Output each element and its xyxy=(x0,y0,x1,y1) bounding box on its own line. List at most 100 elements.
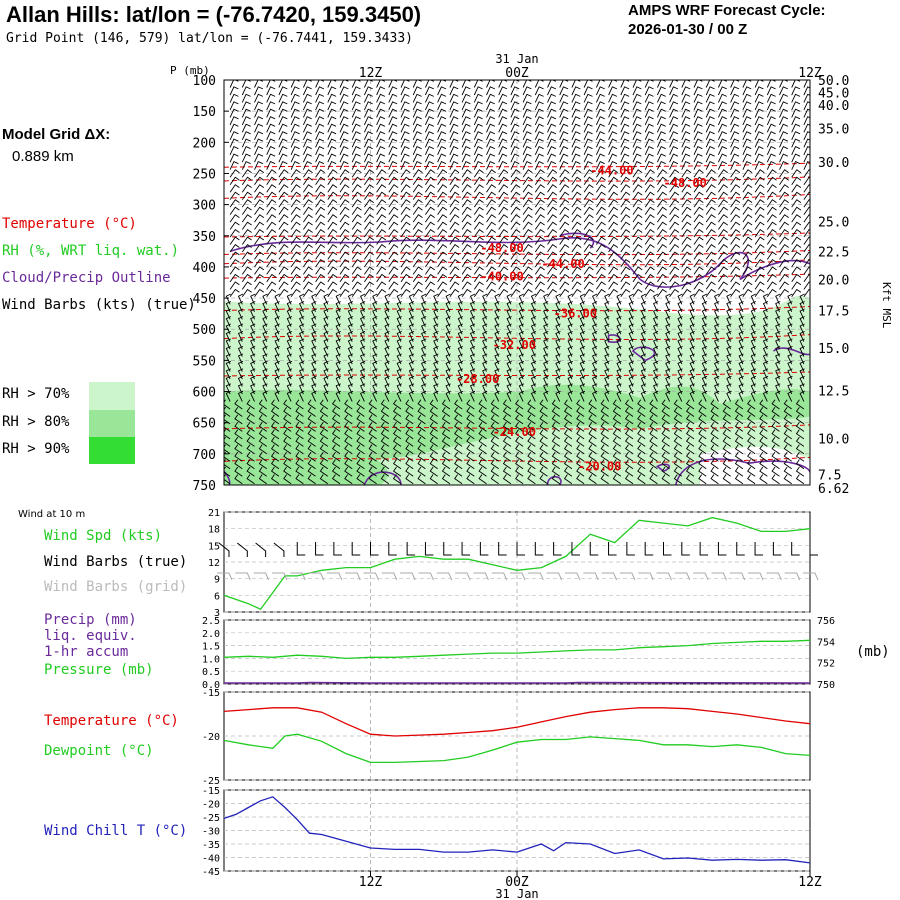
wind-barb xyxy=(295,421,304,432)
wind-barb xyxy=(286,353,293,365)
wind-barb xyxy=(665,323,671,335)
wind-barb xyxy=(632,228,643,238)
wind-barb xyxy=(563,459,573,470)
wind-barb xyxy=(539,444,548,455)
wind-barb xyxy=(400,243,411,253)
wind-barb xyxy=(466,399,475,410)
wind-barb xyxy=(734,474,744,485)
wind-barb xyxy=(339,101,349,111)
wind-barb xyxy=(412,123,422,133)
wind-barb xyxy=(283,444,292,455)
wind-barb xyxy=(311,360,317,372)
wind-barb xyxy=(429,474,438,485)
wind-barb xyxy=(791,258,802,268)
wind-barb xyxy=(579,316,586,327)
wind-barb xyxy=(335,301,341,312)
wind-barb xyxy=(779,123,788,133)
wind-barb xyxy=(608,176,619,185)
wind-barb xyxy=(620,273,631,283)
wind-barb xyxy=(518,308,524,320)
wind-barb xyxy=(555,390,561,402)
wind-barb xyxy=(473,101,483,111)
wind-barb xyxy=(417,399,426,410)
wind-barb xyxy=(547,146,557,155)
wind-barb xyxy=(424,131,434,140)
wind-barb xyxy=(698,414,707,425)
wind-barb xyxy=(657,236,667,245)
wind-barb xyxy=(363,153,373,163)
legend-rh90: RH > 90% xyxy=(2,441,70,457)
wind-barb xyxy=(608,251,619,260)
wind-barb xyxy=(347,330,354,342)
wind-barb xyxy=(327,153,337,163)
wind-barb xyxy=(665,368,671,380)
wind-barb xyxy=(633,80,634,81)
wind-barb xyxy=(705,169,716,178)
wind-barb xyxy=(628,353,634,365)
wind-barb xyxy=(656,138,666,148)
wind-barb xyxy=(791,266,802,275)
wind-barb-grid xyxy=(638,572,654,581)
wind-barb xyxy=(669,243,680,253)
wind-barb xyxy=(510,236,521,245)
wind-barb xyxy=(486,258,496,268)
wind-barb xyxy=(498,191,509,200)
wind-barb xyxy=(421,375,427,387)
wind-barb xyxy=(705,221,716,230)
wind-barb xyxy=(303,199,313,208)
wind-barb xyxy=(779,243,789,253)
wind-barb xyxy=(787,375,793,387)
wind-barb xyxy=(555,345,561,357)
time-tick-label-top: 12Z xyxy=(798,66,822,81)
wind-barb xyxy=(644,153,654,163)
wind-barb-true xyxy=(571,542,580,556)
wind-barb xyxy=(376,243,387,253)
wind-barb xyxy=(747,466,756,477)
wind-barb xyxy=(473,251,484,260)
wind-barb xyxy=(241,288,252,298)
wind-barb xyxy=(522,266,533,275)
wind-barb xyxy=(315,251,326,260)
wind-barb xyxy=(254,206,265,215)
wind-barb xyxy=(457,330,463,342)
wind-barb xyxy=(616,293,622,305)
legend-rh90-swatch xyxy=(89,437,135,464)
wind-barb xyxy=(624,399,634,410)
wind-barb xyxy=(547,138,557,148)
wind-barb-grid xyxy=(418,572,434,581)
wind-barb xyxy=(717,101,727,111)
wind-barb xyxy=(742,169,753,178)
wind-barb xyxy=(291,80,292,81)
wind-barb xyxy=(604,338,610,350)
wind-barb xyxy=(656,108,666,118)
wind-barb xyxy=(461,153,471,163)
wind-barb xyxy=(783,444,792,455)
wind-barb xyxy=(335,390,341,402)
wind-barb xyxy=(515,421,524,432)
wind-barb xyxy=(258,406,267,417)
wind-barb xyxy=(559,243,570,253)
wind-barb xyxy=(710,421,719,432)
wind-barb xyxy=(392,399,402,410)
wind-barb xyxy=(469,301,476,312)
wind-barb xyxy=(588,459,597,470)
wind-barb xyxy=(360,293,366,305)
wind-barb xyxy=(771,399,780,410)
wind-barb xyxy=(315,199,326,208)
wind-barb xyxy=(657,199,667,208)
wind-barb xyxy=(299,301,305,312)
wind-barb xyxy=(559,206,570,215)
wind-barb xyxy=(616,330,622,342)
wind-barb xyxy=(515,459,524,470)
wind-barb xyxy=(433,353,439,365)
wind-barb xyxy=(449,191,460,200)
wind-barb xyxy=(791,80,801,88)
wind-barb xyxy=(612,399,622,410)
wind-barb xyxy=(644,266,655,275)
wind-barb xyxy=(246,466,255,477)
wind-barb xyxy=(437,236,448,245)
wind-barb xyxy=(567,383,573,395)
wind-barb xyxy=(290,243,301,253)
wind-barb xyxy=(229,273,240,283)
wind-barb xyxy=(412,176,423,185)
